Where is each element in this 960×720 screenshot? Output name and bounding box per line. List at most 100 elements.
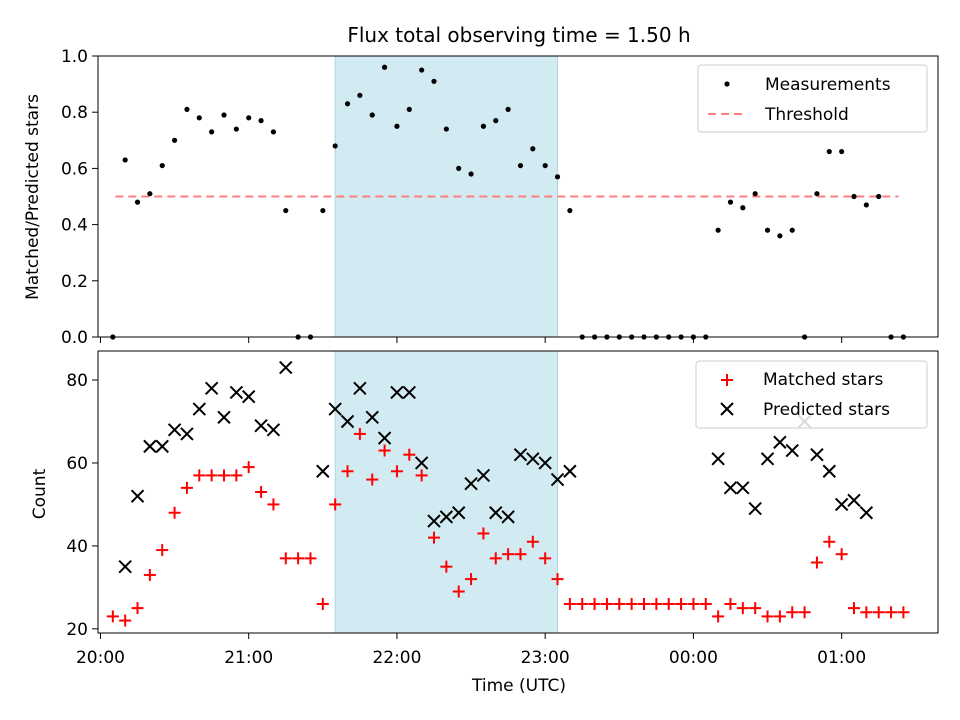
matched-star-point bbox=[576, 597, 589, 610]
matched-star-point bbox=[613, 597, 626, 610]
predicted-star-point bbox=[180, 427, 194, 441]
predicted-star-point bbox=[563, 464, 577, 478]
top-legend-box bbox=[697, 64, 928, 133]
legend-measurements-label: Measurements bbox=[765, 75, 891, 95]
measurement-point bbox=[839, 148, 845, 155]
bottom-y-tick-label: 40 bbox=[66, 537, 88, 557]
measurement-point bbox=[209, 129, 215, 135]
legend-predicted-label: Predicted stars bbox=[763, 400, 890, 420]
measurement-point bbox=[134, 199, 141, 205]
bottom-x-tick-label: 22:00 bbox=[372, 648, 421, 668]
measurement-point bbox=[283, 207, 289, 214]
top-measurements bbox=[110, 64, 907, 340]
measurement-point bbox=[419, 67, 425, 73]
predicted-star-point bbox=[130, 489, 145, 503]
matched-star-point bbox=[502, 548, 515, 561]
measurement-point bbox=[480, 123, 487, 129]
bottom-shaded-interval bbox=[334, 350, 559, 634]
matched-star-point bbox=[366, 473, 379, 486]
predicted-star-point bbox=[748, 501, 762, 516]
predicted-star-point bbox=[365, 410, 379, 425]
measurement-point bbox=[530, 146, 536, 152]
bottom-y-tick-label: 80 bbox=[66, 371, 88, 391]
matched-star-point bbox=[119, 614, 132, 627]
measurement-point bbox=[184, 106, 190, 112]
measurement-point bbox=[876, 193, 882, 200]
matched-star-point bbox=[440, 560, 453, 573]
matched-star-point bbox=[341, 465, 354, 478]
matched-star-point bbox=[600, 597, 613, 610]
matched-star-point bbox=[749, 602, 762, 615]
measurement-point bbox=[851, 193, 857, 200]
bottom-predicted-stars bbox=[118, 360, 874, 574]
predicted-star-point bbox=[402, 385, 417, 400]
bottom-x-tick-label: 21:00 bbox=[224, 648, 273, 668]
matched-star-point bbox=[279, 552, 292, 565]
matched-star-point bbox=[205, 469, 218, 482]
measurement-point bbox=[554, 174, 561, 180]
predicted-star-point bbox=[340, 414, 355, 429]
matched-star-point bbox=[267, 498, 280, 511]
matched-star-point bbox=[848, 602, 860, 615]
matched-star-point bbox=[823, 535, 836, 548]
matched-star-point bbox=[625, 597, 638, 610]
matched-star-point bbox=[712, 610, 725, 623]
bottom-x-axis-label: Time (UTC) bbox=[471, 676, 566, 696]
top-y-tick-label: 0.6 bbox=[61, 159, 88, 179]
measurement-point bbox=[752, 191, 758, 197]
bottom-x-axis: 20:00 21:00 22:00 23:00 00:00 01:00 bbox=[76, 633, 866, 668]
legend-matched-label: Matched stars bbox=[763, 370, 883, 390]
matched-star-point bbox=[143, 568, 156, 581]
predicted-star-point bbox=[143, 439, 157, 454]
top-y-tick-label: 1.0 bbox=[61, 47, 88, 67]
measurement-point bbox=[233, 126, 239, 132]
matched-star-point bbox=[650, 597, 663, 610]
measurement-point bbox=[567, 207, 573, 214]
predicted-star-point bbox=[217, 410, 231, 425]
predicted-star-point bbox=[439, 510, 454, 524]
predicted-star-point bbox=[451, 506, 466, 520]
measurement-point bbox=[443, 126, 449, 132]
measurement-point bbox=[221, 112, 227, 118]
legend-predicted-marker bbox=[720, 402, 734, 416]
matched-star-point bbox=[786, 606, 799, 619]
matched-star-point bbox=[316, 597, 329, 610]
predicted-star-point bbox=[167, 423, 182, 437]
measurement-point bbox=[814, 191, 820, 197]
measurement-point bbox=[863, 202, 869, 208]
matched-star-point bbox=[465, 573, 478, 586]
predicted-star-point bbox=[501, 510, 515, 524]
matched-star-point bbox=[180, 481, 193, 494]
matched-star-point bbox=[292, 552, 305, 565]
predicted-star-point bbox=[204, 381, 219, 396]
matched-star-point bbox=[724, 597, 737, 610]
predicted-star-point bbox=[316, 464, 330, 478]
matched-star-point bbox=[428, 531, 440, 544]
predicted-star-point bbox=[785, 443, 799, 458]
measurement-point bbox=[431, 78, 437, 84]
matched-star-point bbox=[131, 602, 144, 615]
top-y-axis: 0.0 0.2 0.4 0.6 0.8 1.0 bbox=[61, 47, 98, 348]
predicted-star-point bbox=[464, 476, 478, 491]
predicted-star-point bbox=[390, 385, 404, 400]
matched-star-point bbox=[242, 461, 255, 474]
predicted-star-point bbox=[834, 497, 849, 512]
measurement-point bbox=[406, 106, 412, 112]
matched-star-point bbox=[415, 469, 428, 482]
matched-star-point bbox=[403, 448, 416, 461]
matched-star-point bbox=[156, 544, 169, 557]
measurement-point bbox=[826, 148, 832, 155]
measurement-point bbox=[456, 165, 462, 171]
measurement-point bbox=[493, 118, 499, 124]
matched-star-point bbox=[329, 498, 342, 511]
top-legend: Measurements Threshold bbox=[697, 64, 928, 133]
predicted-star-point bbox=[476, 468, 491, 483]
matched-star-point bbox=[452, 585, 465, 598]
measurement-point bbox=[320, 207, 326, 214]
predicted-star-point bbox=[414, 456, 429, 470]
matched-star-point bbox=[835, 548, 848, 561]
top-plot-frame bbox=[97, 55, 939, 338]
measurement-point bbox=[357, 92, 363, 98]
predicted-star-point bbox=[711, 452, 725, 466]
measurement-point bbox=[394, 123, 400, 129]
